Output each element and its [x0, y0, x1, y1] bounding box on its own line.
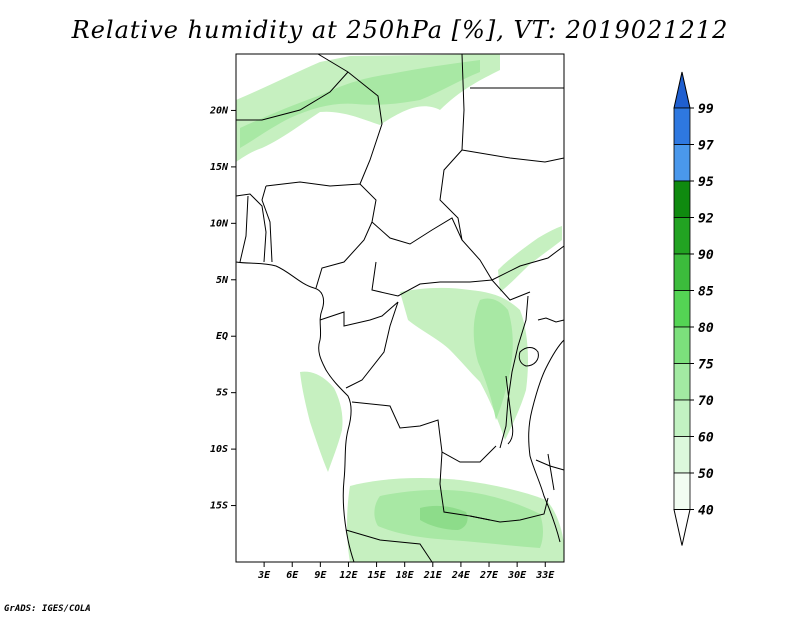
- colorbar-segment: [673, 326, 691, 364]
- lat-tick-label: EQ: [216, 331, 228, 342]
- colorbar-segment: [673, 180, 691, 218]
- colorbar-segment: [673, 399, 691, 437]
- colorbar-level-label: 97: [698, 139, 714, 154]
- coastline-west: [235, 261, 355, 563]
- colorbar-segment: [673, 436, 691, 474]
- latitude-axis: 20N 15N 10N 5N EQ 5S 10S 15S: [209, 105, 236, 512]
- colorbar-level-label: 70: [698, 394, 714, 409]
- lat-tick-label: 10S: [210, 444, 228, 455]
- lon-tick-label: 24E: [451, 570, 471, 581]
- humidity-area-west-coast: [300, 371, 343, 472]
- lake-malawi: [547, 453, 555, 491]
- border-uganda-kenya: [537, 317, 565, 323]
- border-sahara-2: [236, 71, 349, 121]
- border-zambia-zimbabwe: [469, 497, 549, 523]
- lake-victoria: [518, 347, 539, 367]
- humidity-shading: [236, 54, 564, 562]
- colorbar-level-label: 50: [698, 467, 714, 482]
- colorbar-segment: [673, 472, 691, 510]
- colorbar-segment: [673, 217, 691, 255]
- colorbar-level-label: 99: [698, 102, 714, 117]
- colorbar-level-label: 95: [698, 175, 714, 190]
- grads-credit: GrADS: IGES/COLA: [4, 604, 91, 614]
- lake-tanganyika: [505, 375, 514, 445]
- lon-tick-label: 21E: [423, 570, 443, 581]
- map-frame: [235, 53, 565, 563]
- lon-tick-label: 6E: [286, 570, 299, 581]
- lat-tick-label: 10N: [210, 218, 229, 229]
- border-car-congo: [371, 261, 531, 301]
- colorbar-level-label: 60: [698, 431, 714, 446]
- colorbar-segment: [673, 290, 691, 328]
- humidity-area-north-core: [240, 60, 480, 148]
- lon-tick-label: 27E: [479, 570, 499, 581]
- humidity-area-east-band: [473, 298, 513, 420]
- colorbar-level-label: 80: [698, 321, 714, 336]
- colorbar: 99 97 95 92 90 85 80 75 70 60 50 40: [673, 71, 714, 546]
- border-westafrica-1: [235, 193, 267, 263]
- colorbar-segment: [673, 144, 691, 182]
- lat-tick-label: 5N: [216, 275, 229, 286]
- lon-tick-label: 30E: [507, 570, 527, 581]
- border-niger-nigeria: [265, 181, 377, 223]
- lat-tick-label: 5S: [216, 388, 228, 399]
- lat-tick-label: 20N: [209, 105, 229, 116]
- colorbar-top-arrow: [673, 71, 691, 109]
- lon-tick-label: 18E: [396, 570, 415, 581]
- colorbar-level-label: 85: [698, 285, 714, 300]
- colorbar-segment: [673, 363, 691, 401]
- coastline-east: [528, 339, 565, 543]
- lat-tick-label: 15N: [210, 162, 229, 173]
- colorbar-bottom-arrow: [673, 509, 691, 546]
- border-nigeria-cameroon: [315, 221, 373, 289]
- colorbar-segment: [673, 107, 691, 145]
- border-drc-east: [499, 295, 529, 449]
- map-boundaries: [235, 53, 565, 563]
- lon-tick-label: 15E: [368, 570, 387, 581]
- border-sahara-1: [317, 53, 383, 185]
- humidity-area-northeast-streak: [498, 226, 562, 292]
- lon-tick-label: 33E: [535, 570, 555, 581]
- border-drc-angola: [351, 401, 497, 463]
- colorbar-level-label: 40: [698, 504, 714, 519]
- border-benin-togo: [239, 195, 249, 263]
- border-sudan-chad: [461, 149, 565, 163]
- colorbar-level-label: 90: [698, 248, 714, 263]
- humidity-area-south-patch: [420, 505, 468, 530]
- border-westafrica-2: [261, 185, 273, 263]
- border-angola-namibia: [345, 529, 433, 563]
- border-gabon-congo: [319, 301, 399, 327]
- longitude-axis: 3E 6E 9E 12E 15E 18E 21E 24E 27E 30E 33E: [257, 562, 555, 581]
- map-title: Relative humidity at 250hPa [%], VT: 201…: [71, 16, 729, 44]
- border-libya-chad: [439, 53, 465, 241]
- lon-tick-label: 12E: [339, 570, 358, 581]
- colorbar-segment: [673, 253, 691, 291]
- border-sudan-southsudan: [491, 245, 565, 281]
- lat-tick-label: 15S: [210, 501, 228, 512]
- colorbar-level-label: 75: [698, 358, 714, 373]
- colorbar-level-label: 92: [698, 212, 714, 227]
- border-congo-drc: [345, 301, 399, 389]
- lon-tick-label: 9E: [314, 570, 327, 581]
- border-cameroon-car: [371, 217, 493, 281]
- lon-tick-label: 3E: [257, 570, 271, 581]
